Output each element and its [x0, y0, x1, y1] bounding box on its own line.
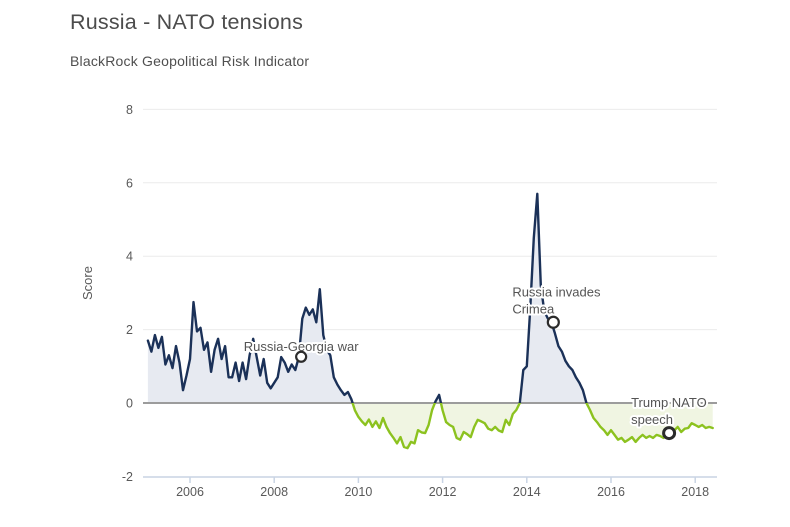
- risk-line-below-zero: [351, 403, 714, 450]
- area-below-zero: [147, 403, 713, 449]
- y-tick-label: -2: [122, 470, 133, 484]
- y-tick-label: 2: [126, 323, 133, 337]
- area-above-zero: [147, 193, 713, 403]
- x-tick-label: 2006: [176, 485, 204, 499]
- risk-line-above-zero: [146, 192, 588, 403]
- annotation-marker: [295, 350, 308, 363]
- y-tick-label: 8: [126, 103, 133, 117]
- chart-subtitle: BlackRock Geopolitical Risk Indicator: [70, 53, 310, 69]
- x-tick-label: 2012: [429, 485, 457, 499]
- x-tick-label: 2018: [681, 485, 709, 499]
- x-tick-label: 2014: [513, 485, 541, 499]
- x-tick-label: 2010: [344, 485, 372, 499]
- annotation-label: Crimea: [512, 301, 555, 316]
- annotation-label: Russia-Georgia war: [244, 339, 360, 354]
- annotation-marker: [546, 315, 560, 329]
- page-title: Russia - NATO tensions: [70, 10, 304, 34]
- x-tick-label: 2008: [260, 485, 288, 499]
- annotation-marker: [662, 426, 677, 441]
- y-tick-label: 6: [126, 176, 133, 190]
- annotation-label: Trump NATO: [631, 395, 707, 410]
- x-tick-label: 2016: [597, 485, 625, 499]
- y-tick-label: 0: [126, 397, 133, 411]
- y-tick-label: 4: [126, 250, 133, 264]
- annotation-label: Russia invades: [512, 284, 601, 299]
- annotation-label: speech: [631, 412, 673, 427]
- y-axis-title: Score: [80, 266, 95, 300]
